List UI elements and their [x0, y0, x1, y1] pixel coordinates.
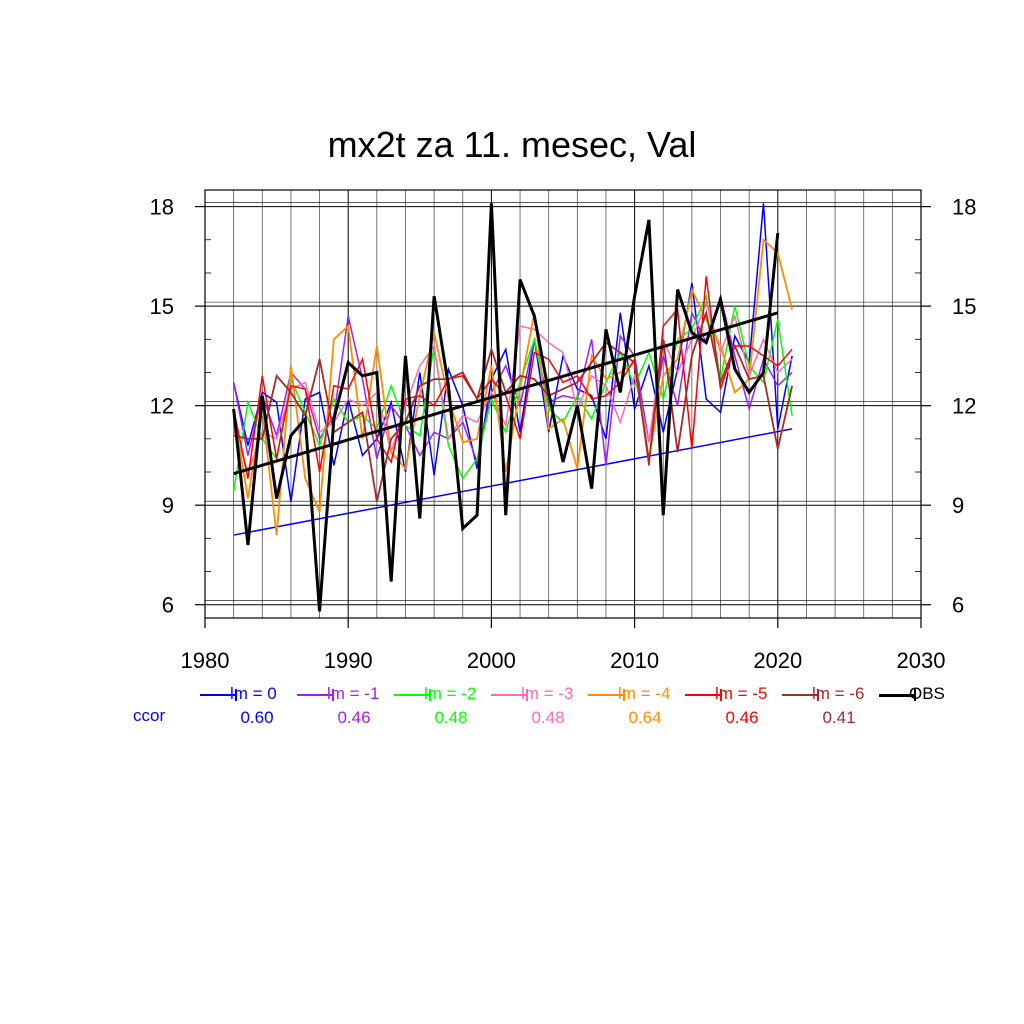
x-tick-label: 2000: [467, 648, 516, 673]
y-tick-label-right: 6: [952, 593, 964, 618]
y-tick-label-left: 12: [150, 394, 174, 419]
x-tick-label: 2020: [753, 648, 802, 673]
series-line-obs: [232, 203, 780, 612]
trend-line-lm0: [233, 428, 793, 536]
trend-line-obs: [233, 311, 779, 476]
y-tick-label-right: 12: [952, 394, 976, 419]
x-tick-label: 2010: [610, 648, 659, 673]
x-tick-label: 1990: [324, 648, 373, 673]
x-tick-label: 1980: [181, 648, 230, 673]
plot-frame: [204, 189, 922, 619]
y-tick-label-left: 18: [150, 195, 174, 220]
y-tick-label-right: 9: [952, 493, 964, 518]
y-tick-label-right: 15: [952, 294, 976, 319]
chart-title: mx2t za 11. mesec, Val: [327, 124, 697, 165]
x-tick-label: 2030: [897, 648, 946, 673]
y-tick-label-left: 9: [162, 493, 174, 518]
y-tick-label-left: 6: [162, 593, 174, 618]
y-tick-label-right: 18: [952, 195, 976, 220]
y-tick-label-left: 15: [150, 294, 174, 319]
